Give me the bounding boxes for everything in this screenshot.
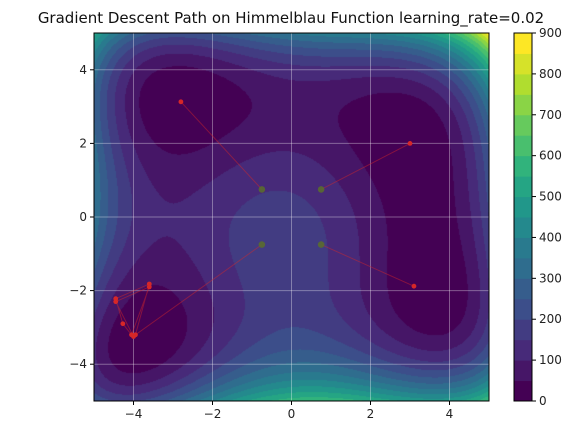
colorbar-band [514, 257, 532, 279]
colorbar-tick-label: 400 [539, 230, 562, 244]
colorbar-band [514, 155, 532, 177]
x-axis-ticks: −4 −2 0 2 4 [125, 401, 454, 421]
y-tick-label: −2 [69, 284, 87, 298]
colorbar-tick-label: 500 [539, 190, 562, 204]
colorbar-band [514, 319, 532, 341]
colorbar-tick-label: 0 [539, 394, 547, 408]
descent-path-point [407, 141, 413, 146]
y-tick-label: 0 [79, 210, 87, 224]
colorbar-band [514, 135, 532, 157]
plot-area [93, 32, 490, 402]
descent-path-line [320, 142, 411, 190]
colorbar-tick-label: 900 [539, 26, 562, 40]
x-tick-label: 2 [367, 407, 375, 421]
start-point [258, 241, 266, 248]
start-points [258, 186, 325, 248]
contour-field [94, 33, 489, 401]
colorbar-band [514, 73, 532, 95]
descent-path-point [120, 321, 126, 327]
descent-path-point [131, 334, 136, 339]
descent-path-line [320, 244, 415, 287]
colorbar-band [514, 94, 532, 116]
colorbar-tick-label: 100 [539, 353, 562, 367]
colorbar-band [514, 339, 532, 361]
colorbar-band [514, 298, 532, 320]
colorbar-band [514, 278, 532, 300]
colorbar-band [514, 217, 532, 238]
colorbar-tick-label: 600 [539, 149, 562, 163]
descent-paths [113, 99, 417, 339]
x-tick-label: −4 [125, 407, 143, 421]
descent-path-point [146, 284, 152, 290]
x-tick-label: −2 [204, 407, 222, 421]
colorbar-band [514, 53, 532, 75]
x-tick-label: 0 [288, 407, 296, 421]
descent-path-point [411, 283, 417, 289]
y-axis-ticks: −4 −2 0 2 4 [69, 63, 94, 371]
y-tick-label: −4 [69, 357, 87, 371]
y-tick-label: 2 [79, 136, 87, 150]
colorbar-bands [514, 33, 532, 402]
colorbar-band [514, 380, 532, 402]
x-tick-label: 4 [446, 407, 454, 421]
descent-path-point [113, 299, 119, 305]
start-point [258, 186, 266, 193]
descent-path-point [178, 99, 184, 105]
y-tick-label: 4 [79, 63, 87, 77]
colorbar-tick-label: 200 [539, 312, 562, 326]
colorbar-tick-label: 800 [539, 67, 562, 81]
start-point [317, 241, 325, 248]
colorbar-band [514, 114, 532, 136]
colorbar-band [514, 33, 532, 54]
colorbar-band [514, 360, 532, 382]
colorbar-band [514, 176, 532, 198]
colorbar-frame [513, 32, 533, 402]
colorbar-band [514, 237, 532, 259]
colorbar: 0 100 200 300 400 500 600 700 800 900 [513, 26, 562, 408]
chart-title: Gradient Descent Path on Himmelblau Func… [38, 9, 544, 28]
grid-lines [94, 33, 489, 401]
start-point [317, 186, 325, 193]
colorbar-tick-label: 700 [539, 108, 562, 122]
colorbar-tick-label: 300 [539, 271, 562, 285]
colorbar-band [514, 196, 532, 218]
descent-path-line [180, 101, 263, 190]
colorbar-ticks: 0 100 200 300 400 500 600 700 800 900 [532, 26, 562, 408]
